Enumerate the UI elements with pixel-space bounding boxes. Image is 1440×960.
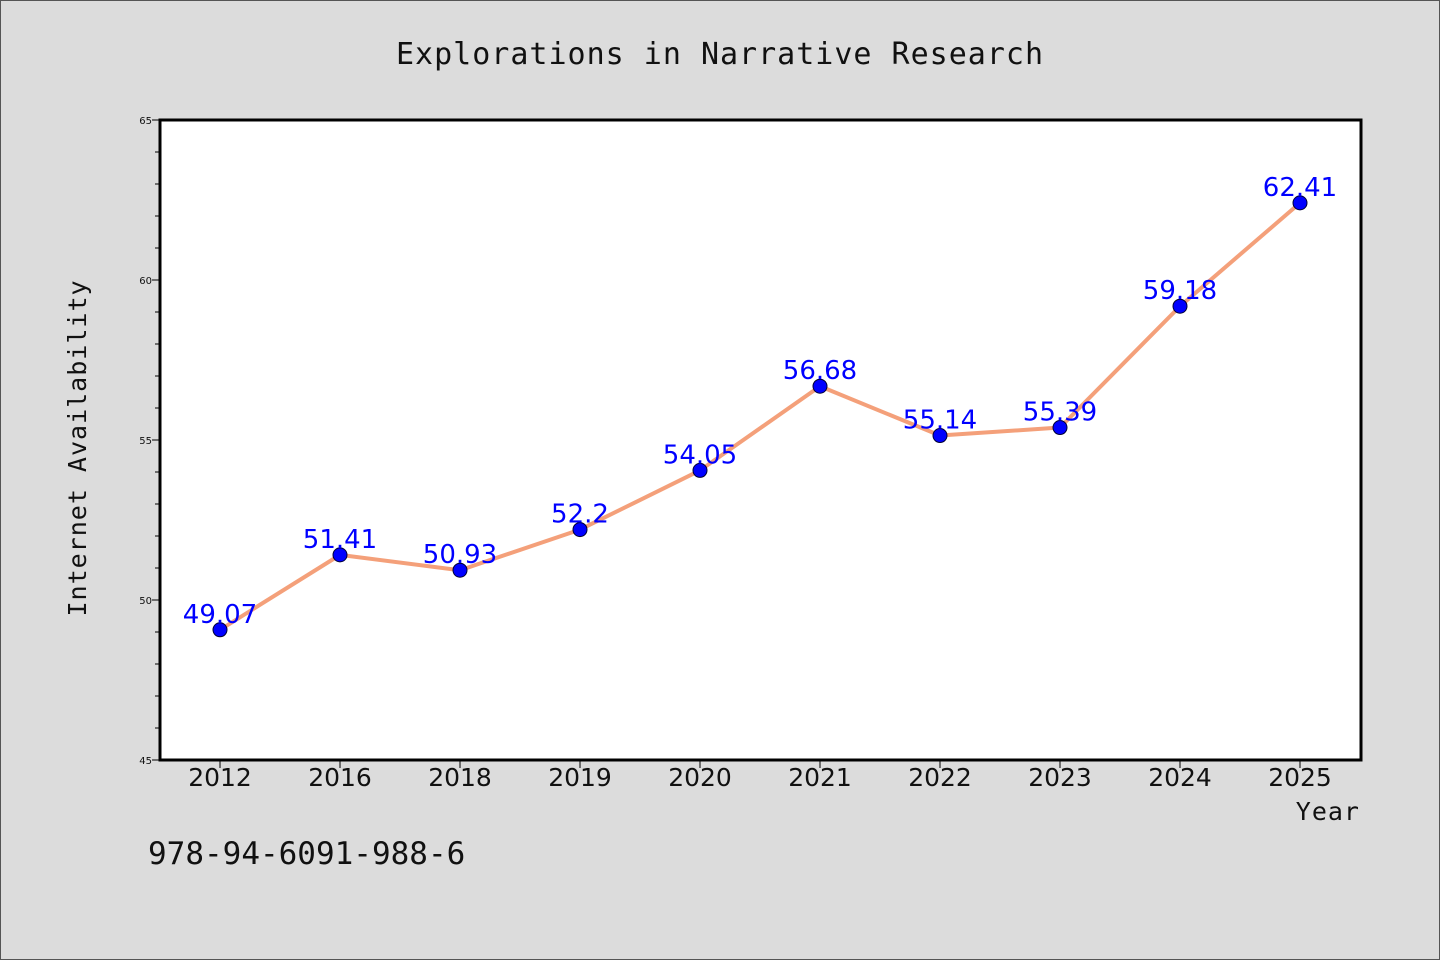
- data-point: [812, 378, 828, 394]
- data-label: 51.41: [303, 525, 377, 555]
- data-label: 50.93: [423, 540, 497, 570]
- x-tick-label: 2024: [1148, 763, 1212, 792]
- data-point: [1292, 195, 1308, 211]
- plot-border: [158, 118, 1363, 762]
- x-tick-label: 2021: [788, 763, 852, 792]
- data-label: 55.14: [903, 406, 977, 436]
- y-axis-label: Internet Availability: [63, 279, 92, 616]
- data-point: [932, 428, 948, 444]
- x-tick-label: 2023: [1028, 763, 1092, 792]
- plot-area: [160, 120, 1361, 760]
- data-label: 62.41: [1263, 173, 1337, 203]
- data-label: 59.18: [1143, 276, 1217, 306]
- series-layer: 49.07 51.41 50.93 52.2 54.05 56.68 55.14 55.39 5…: [183, 173, 1337, 638]
- y-tick-label: 60: [139, 276, 152, 287]
- data-point: [1172, 298, 1188, 314]
- data-point: [212, 622, 228, 638]
- chart-title: Explorations in Narrative Research: [396, 37, 1044, 72]
- y-tick-label: 45: [139, 756, 152, 767]
- x-tick-label: 2020: [668, 763, 732, 792]
- data-point: [572, 522, 588, 538]
- data-point: [332, 547, 348, 563]
- data-label: 52.2: [551, 500, 609, 530]
- data-point: [692, 462, 708, 478]
- x-tick-label: 2019: [548, 763, 612, 792]
- x-tick-label: 2018: [428, 763, 492, 792]
- data-point: [1052, 420, 1068, 436]
- x-tick-label: 2025: [1268, 763, 1332, 792]
- data-point: [452, 562, 468, 578]
- y-tick-label: 65: [139, 116, 152, 127]
- axis-ticks: 45 50 55 60 65 2012 2016 2018 2019 2020 2021 2022 20…: [139, 116, 1332, 792]
- data-label: 56.68: [783, 356, 857, 386]
- data-label: 55.39: [1023, 398, 1097, 428]
- data-label: 54.05: [663, 440, 737, 470]
- y-tick-label: 55: [139, 436, 152, 447]
- isbn-text: 978-94-6091-988-6: [148, 836, 465, 872]
- x-tick-label: 2012: [188, 763, 252, 792]
- y-tick-label: 50: [139, 596, 152, 607]
- x-tick-label: 2022: [908, 763, 972, 792]
- x-axis-label: Year: [1296, 797, 1360, 826]
- data-label: 49.07: [183, 600, 257, 630]
- x-tick-label: 2016: [308, 763, 372, 792]
- series-line: [218, 201, 1302, 632]
